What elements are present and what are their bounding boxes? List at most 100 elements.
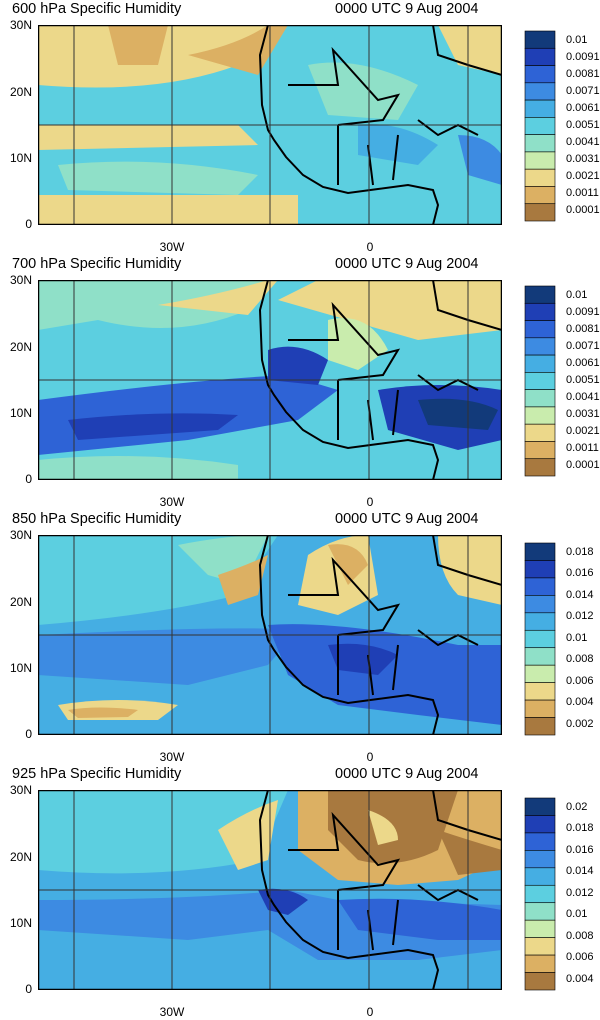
colorbar-label: 0.0061	[566, 357, 600, 369]
lat-label: 0	[25, 727, 32, 741]
graticule	[38, 790, 502, 990]
colorbar-label: 0.002	[566, 718, 594, 730]
map-frame	[38, 280, 502, 480]
colorbar-cell	[524, 612, 556, 631]
colorbar-label: 0.018	[566, 546, 594, 558]
humidity-map	[38, 790, 502, 990]
colorbar-label: 0.0011	[566, 442, 599, 454]
colorbar-label: 0.0021	[566, 170, 600, 182]
panel-time: 0000 UTC 9 Aug 2004	[335, 766, 479, 782]
colorbar-label: 0.0071	[566, 340, 600, 352]
colorbar-cell	[524, 117, 556, 135]
colorbar	[524, 797, 556, 991]
colorbar-label: 0.016	[566, 844, 594, 856]
colorbar-label: 0.008	[566, 653, 594, 665]
colorbar-cell	[524, 47, 556, 66]
colorbar-cell	[524, 682, 556, 701]
colorbar-label: 0.012	[566, 610, 594, 622]
humidity-map	[38, 280, 502, 480]
colorbar	[524, 542, 556, 736]
colorbar-cell	[524, 577, 556, 596]
colorbar-cell	[524, 815, 556, 834]
colorbar-label: 0.012	[566, 887, 594, 899]
lat-label: 30N	[9, 528, 32, 542]
colorbar-cell	[524, 354, 556, 373]
panel-title: 600 hPa Specific Humidity	[12, 1, 182, 17]
lon-label: 0	[366, 1005, 374, 1019]
colorbar-cell	[524, 542, 556, 561]
colorbar-label: 0.0001	[566, 204, 600, 216]
lat-label: 20N	[9, 850, 32, 864]
colorbar-cell	[524, 937, 556, 956]
panel-600hpa: 600 hPa Specific Humidity 0000 UTC 9 Aug…	[0, 0, 600, 255]
colorbar-cell	[524, 320, 556, 339]
graticule	[38, 535, 502, 735]
colorbar-cell	[524, 972, 556, 991]
map-frame	[38, 25, 502, 225]
lon-label: 0	[366, 240, 374, 254]
colorbar-cells	[524, 542, 556, 736]
colorbar-label: 0.0021	[566, 425, 600, 437]
colorbar-cell	[524, 850, 556, 869]
colorbar-label: 0.02	[566, 801, 588, 813]
colorbar-cell	[524, 389, 556, 408]
colorbar-cell	[524, 65, 556, 84]
colorbar-cell	[524, 867, 556, 886]
panel-title: 850 hPa Specific Humidity	[12, 511, 182, 527]
colorbar-cell	[524, 884, 556, 904]
humidity-map	[38, 25, 502, 225]
colorbar-label: 0.014	[566, 589, 594, 601]
panel-700hpa: 700 hPa Specific Humidity 0000 UTC 9 Aug…	[0, 255, 600, 510]
colorbar-label: 0.016	[566, 567, 594, 579]
coastlines	[258, 280, 502, 480]
panel-925hpa: 925 hPa Specific Humidity 0000 UTC 9 Aug…	[0, 765, 600, 1020]
humidity-field	[38, 280, 502, 480]
colorbar-cell	[524, 902, 556, 921]
colorbar-label: 0.0041	[566, 391, 600, 403]
lat-label: 0	[25, 982, 32, 996]
lat-label: 0	[25, 217, 32, 231]
colorbar-cell	[524, 441, 556, 460]
colorbar-label: 0.0001	[566, 459, 600, 471]
colorbar-label: 0.0061	[566, 102, 600, 114]
colorbar-label: 0.01	[566, 34, 588, 46]
colorbar-cell	[524, 30, 556, 49]
colorbar-cell	[524, 423, 556, 442]
colorbar-label: 0.0081	[566, 323, 600, 335]
lat-label: 10N	[9, 661, 32, 675]
colorbar-label: 0.008	[566, 930, 594, 942]
colorbar-cell	[524, 82, 556, 101]
lat-label: 10N	[9, 916, 32, 930]
colorbar-label: 0.01	[566, 632, 588, 644]
coastlines	[258, 535, 502, 735]
colorbar-cells	[524, 797, 556, 991]
colorbar-label: 0.004	[566, 973, 594, 985]
colorbar-cell	[524, 919, 556, 938]
graticule	[38, 280, 502, 480]
colorbar-label: 0.006	[566, 675, 594, 687]
colorbar-label: 0.014	[566, 865, 594, 877]
colorbar-label: 0.01	[566, 908, 588, 920]
colorbar-label: 0.0041	[566, 136, 600, 148]
graticule	[38, 25, 502, 225]
lon-label: 30W	[159, 1005, 185, 1019]
panel-time: 0000 UTC 9 Aug 2004	[335, 256, 479, 272]
colorbar-label: 0.0051	[566, 374, 600, 386]
lat-label: 30N	[9, 273, 32, 287]
colorbar-label: 0.0091	[566, 51, 600, 63]
colorbar	[524, 30, 556, 222]
colorbar-cell	[524, 168, 556, 187]
colorbar-cells	[524, 30, 556, 222]
colorbar-cell	[524, 302, 556, 321]
humidity-field	[38, 535, 502, 725]
humidity-map	[38, 535, 502, 735]
colorbar-cell	[524, 458, 556, 477]
lat-label: 20N	[9, 340, 32, 354]
colorbar-label: 0.0091	[566, 306, 600, 318]
lon-label: 30W	[159, 495, 185, 509]
colorbar-cell	[524, 203, 556, 222]
colorbar-cell	[524, 954, 556, 973]
panel-title: 925 hPa Specific Humidity	[12, 766, 182, 782]
colorbar-cell	[524, 797, 556, 816]
colorbar-cell	[524, 832, 556, 851]
